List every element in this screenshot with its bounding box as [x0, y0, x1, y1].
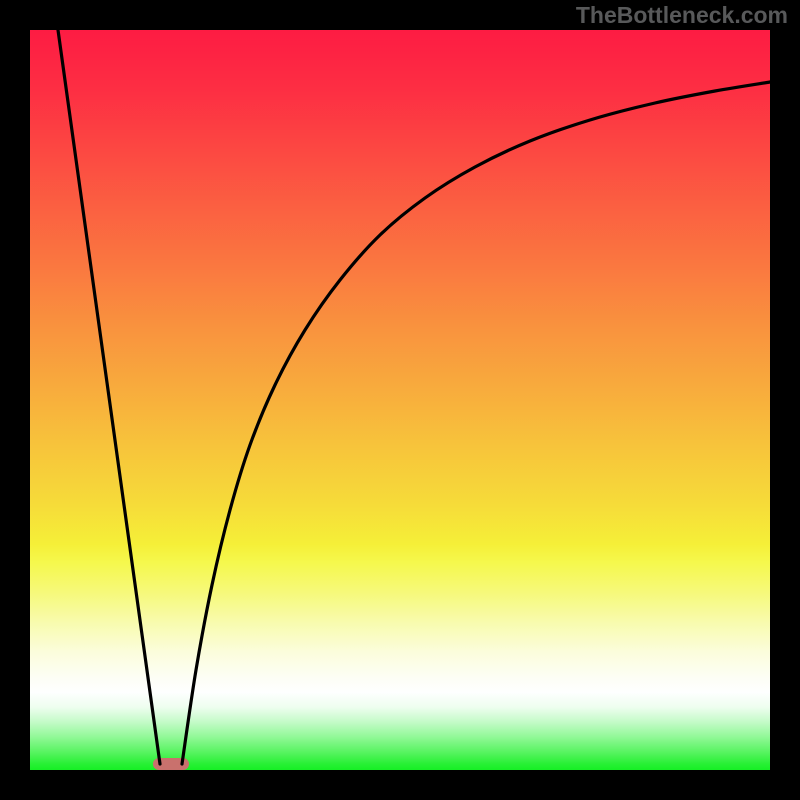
- watermark-text: TheBottleneck.com: [576, 2, 788, 29]
- bottleneck-chart: TheBottleneck.com: [0, 0, 800, 800]
- plot-background: [30, 30, 770, 770]
- chart-svg: [0, 0, 800, 800]
